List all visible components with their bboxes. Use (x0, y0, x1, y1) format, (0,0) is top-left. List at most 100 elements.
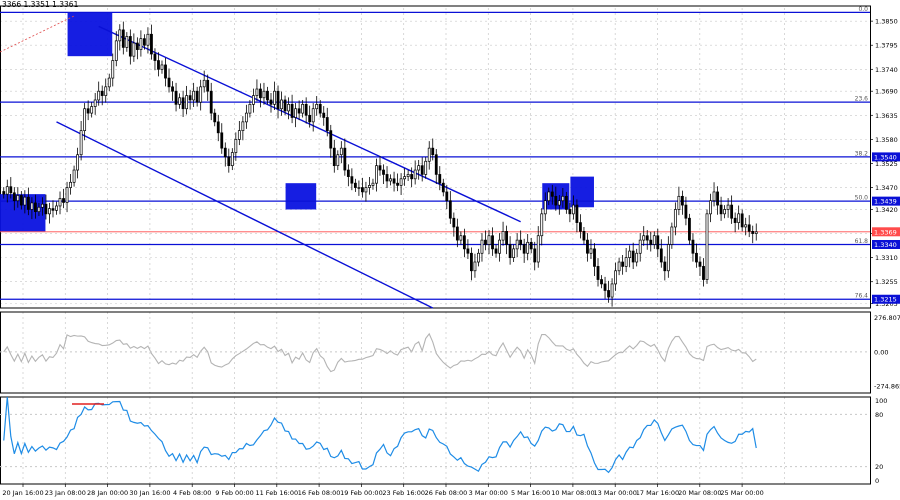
candle-body (255, 88, 259, 96)
fib-level-label: 50.0 (855, 195, 869, 202)
candle-body (737, 213, 741, 223)
candle-body (462, 235, 466, 250)
candle-body (628, 250, 632, 258)
candle-body (406, 174, 410, 177)
candle-body (139, 38, 143, 50)
candle-body (118, 29, 122, 42)
time-tick-label: 25 Mar 00:00 (720, 489, 763, 497)
rsi-tick-label: 100 (875, 397, 887, 405)
panel-frame (0, 396, 871, 485)
candle-body (536, 235, 540, 263)
candle-body (72, 169, 76, 183)
price-badge (872, 196, 900, 206)
ohlc-readout: 3366 1.3351 1.3361 (2, 0, 79, 9)
candle-body (519, 239, 523, 245)
candle-body (649, 239, 653, 245)
time-tick-label: 11 Feb 16:00 (255, 489, 298, 497)
candle-body (603, 283, 607, 291)
candle-body (543, 200, 547, 215)
candle-body (695, 252, 698, 263)
cci-indicator (0, 332, 870, 373)
candle-body (5, 186, 9, 195)
candle-body (339, 147, 343, 156)
candle-body (26, 196, 30, 210)
panel-frame (0, 311, 871, 394)
candle-body (470, 252, 473, 272)
candle-body (195, 90, 199, 103)
candle-body (252, 95, 255, 105)
candle-body (389, 178, 392, 182)
candle-body (522, 244, 526, 254)
candle-body (262, 90, 266, 99)
candlestick-series (2, 21, 758, 307)
candle-body (705, 213, 709, 280)
candle-body (30, 202, 34, 210)
candle-body (86, 108, 90, 114)
candle-body (19, 195, 23, 206)
candle-body (287, 104, 290, 112)
price-badge-label: 1.3340 (874, 241, 897, 249)
candle-body (178, 97, 181, 105)
candle-body (290, 104, 294, 118)
candle-body (487, 235, 491, 245)
candle-body (635, 252, 639, 263)
time-tick-label: 17 Mar 16:00 (636, 489, 679, 497)
time-tick-label: 23 Feb 16:00 (382, 489, 425, 497)
rsi-line (3, 396, 757, 474)
candle-body (93, 99, 97, 107)
candle-body (241, 121, 245, 131)
candle-body (318, 104, 322, 114)
candle-body (223, 147, 227, 158)
price-tick-label: 1.3255 (875, 278, 898, 286)
highlight-box (67, 12, 113, 57)
candle-body (107, 77, 111, 88)
candle-body (420, 165, 424, 175)
price-tick-label: 1.3690 (875, 88, 898, 96)
price-tick-label: 1.3310 (875, 254, 898, 262)
candle-body (677, 195, 681, 210)
candle-body (297, 108, 301, 114)
candle-body (666, 244, 670, 272)
candle-body (726, 204, 730, 210)
candle-body (568, 209, 572, 215)
cci-tick-label: -274.865 (874, 383, 900, 391)
candle-body (276, 90, 280, 110)
candle-body (44, 203, 48, 215)
candle-body (645, 235, 649, 241)
candle-body (740, 213, 744, 228)
candle-body (716, 191, 719, 206)
candle-body (23, 196, 27, 206)
candle-body (368, 185, 371, 188)
time-tick-label: 19 Feb 00:00 (340, 489, 383, 497)
candle-body (125, 36, 129, 48)
candle-body (691, 239, 695, 254)
candle-body (329, 130, 333, 149)
candle-body (670, 226, 674, 245)
fib-diagonal (0, 15, 75, 53)
candle-body (579, 222, 582, 232)
candle-body (202, 79, 206, 88)
price-badge (872, 239, 900, 249)
time-tick-label: 28 Jan 00:00 (87, 489, 128, 497)
candle-body (336, 154, 340, 167)
time-tick-label: 26 Feb 08:00 (425, 489, 468, 497)
candle-body (624, 257, 628, 267)
highlight-box (285, 183, 317, 210)
price-tick-label: 1.3205 (875, 300, 898, 308)
candle-body (688, 217, 691, 241)
candle-body (343, 147, 347, 171)
candle-body (631, 250, 635, 263)
candle-body (97, 90, 101, 101)
candle-body (712, 191, 716, 202)
candle-body (181, 97, 185, 110)
time-tick-label: 10 Mar 08:00 (551, 489, 594, 497)
candle-body (455, 226, 459, 241)
price-badge-label: 1.3439 (874, 198, 897, 206)
candle-body (452, 217, 456, 228)
candle-body (385, 174, 389, 182)
price-badge-label: 1.3215 (874, 296, 897, 304)
candle-body (153, 53, 157, 61)
candle-body (216, 121, 220, 134)
candle-body (234, 139, 238, 153)
time-axis: 20 Jan 16:00 23 Jan 08:00 28 Jan 00:00 30 J… (2, 484, 764, 497)
